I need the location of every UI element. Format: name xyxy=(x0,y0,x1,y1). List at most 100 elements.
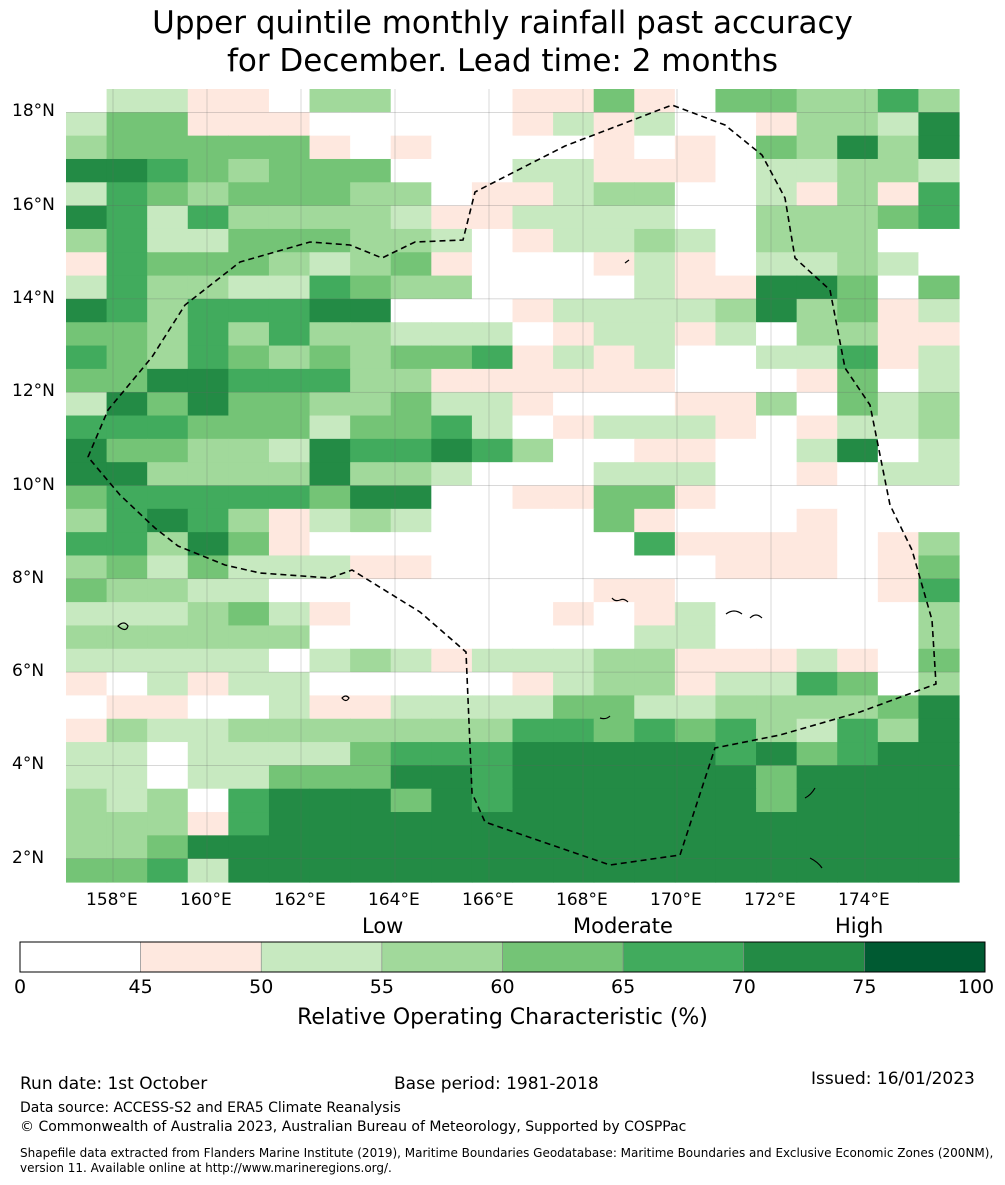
grid-cell xyxy=(756,135,798,160)
grid-cell xyxy=(512,89,554,113)
grid-cell xyxy=(512,485,554,510)
grid-cell xyxy=(350,415,392,440)
grid-cell xyxy=(187,625,229,650)
grid-cell xyxy=(228,89,270,113)
grid-cell xyxy=(471,158,514,183)
grid-cell xyxy=(147,182,189,207)
grid-cell xyxy=(715,345,757,370)
grid-cell xyxy=(553,672,595,697)
grid-cell xyxy=(471,835,514,860)
grid-cell xyxy=(147,532,189,557)
grid-cell xyxy=(309,532,351,557)
grid-cell xyxy=(106,415,148,440)
grid-cell xyxy=(756,742,798,766)
grid-cell xyxy=(553,89,595,113)
colorbar-swatch xyxy=(381,941,503,973)
grid-cell xyxy=(837,135,879,160)
grid-cell xyxy=(66,438,108,463)
island-outline xyxy=(749,614,763,619)
grid-cell xyxy=(674,742,717,766)
grid-cell xyxy=(228,672,270,697)
grid-cell xyxy=(309,742,351,766)
grid-cell xyxy=(756,555,798,580)
grid-cell xyxy=(147,462,189,487)
grid-cell xyxy=(187,252,229,277)
grid-cell xyxy=(715,252,757,277)
colorbar-tick-label: 45 xyxy=(128,976,153,998)
grid-cell xyxy=(268,182,311,207)
grid-cell xyxy=(66,718,108,743)
grid-cell xyxy=(634,368,676,393)
grid-cell xyxy=(390,112,432,137)
grid-cell xyxy=(918,765,960,790)
grid-cell xyxy=(837,835,879,860)
grid-cell xyxy=(512,718,554,743)
grid-cell xyxy=(553,112,595,137)
longitude-label: 160°E xyxy=(180,890,232,910)
grid-cell xyxy=(268,718,311,743)
grid-cell xyxy=(796,438,838,463)
grid-cell xyxy=(674,672,717,697)
grid-cell xyxy=(512,112,554,137)
grid-cell xyxy=(634,112,676,137)
latitude-label: 12°N xyxy=(12,381,55,402)
grid-cell xyxy=(918,578,960,603)
grid-cell xyxy=(228,765,270,790)
latitude-label: 16°N xyxy=(12,194,55,215)
grid-cell xyxy=(837,275,879,300)
grid-cell xyxy=(390,135,432,160)
grid-cell xyxy=(593,695,635,720)
grid-cell xyxy=(553,135,595,160)
grid-cell xyxy=(512,462,554,487)
grid-cell xyxy=(106,275,148,300)
grid-cell xyxy=(431,275,473,300)
island-outline xyxy=(341,695,350,702)
grid-cell xyxy=(674,345,717,370)
grid-cell xyxy=(147,578,189,603)
grid-cell xyxy=(431,858,473,883)
grid-cell xyxy=(66,252,108,277)
grid-cell xyxy=(187,345,229,370)
grid-cell xyxy=(431,812,473,836)
grid-cell xyxy=(674,695,717,720)
longitude-label: 158°E xyxy=(86,890,138,910)
longitude-label: 162°E xyxy=(274,890,326,910)
grid-cell xyxy=(634,485,676,510)
grid-cell xyxy=(593,532,635,557)
grid-cell xyxy=(471,205,514,230)
grid-cell xyxy=(431,368,473,393)
grid-cell xyxy=(877,648,920,673)
grid-cell xyxy=(106,508,148,533)
grid-cell xyxy=(309,89,351,113)
grid-cell xyxy=(674,415,717,440)
grid-cell xyxy=(674,858,717,883)
grid-cell xyxy=(674,368,717,393)
grid-cell xyxy=(187,112,229,137)
latitude-label: 18°N xyxy=(12,101,55,122)
grid-cell xyxy=(877,89,920,113)
grid-cell xyxy=(715,835,757,860)
grid-cell xyxy=(228,555,270,580)
grid-cell xyxy=(715,438,757,463)
grid-cell xyxy=(796,275,838,300)
grid-cell xyxy=(756,672,798,697)
grid-cell xyxy=(796,788,838,813)
grid-cell xyxy=(350,742,392,766)
grid-cell xyxy=(390,742,432,766)
latitude-label: 6°N xyxy=(12,661,45,682)
grid-cell xyxy=(309,555,351,580)
grid-cell xyxy=(431,205,473,230)
grid-cell xyxy=(431,672,473,697)
grid-cell xyxy=(187,462,229,487)
grid-cell xyxy=(512,532,554,557)
grid-cell xyxy=(106,858,148,883)
grid-cell xyxy=(593,89,635,113)
grid-cell xyxy=(471,228,514,253)
grid-cell xyxy=(837,345,879,370)
grid-cell xyxy=(66,368,108,393)
grid-cell xyxy=(228,158,270,183)
grid-cell xyxy=(228,462,270,487)
grid-cell xyxy=(106,135,148,160)
grid-cell xyxy=(228,578,270,603)
grid-cell xyxy=(268,322,311,347)
